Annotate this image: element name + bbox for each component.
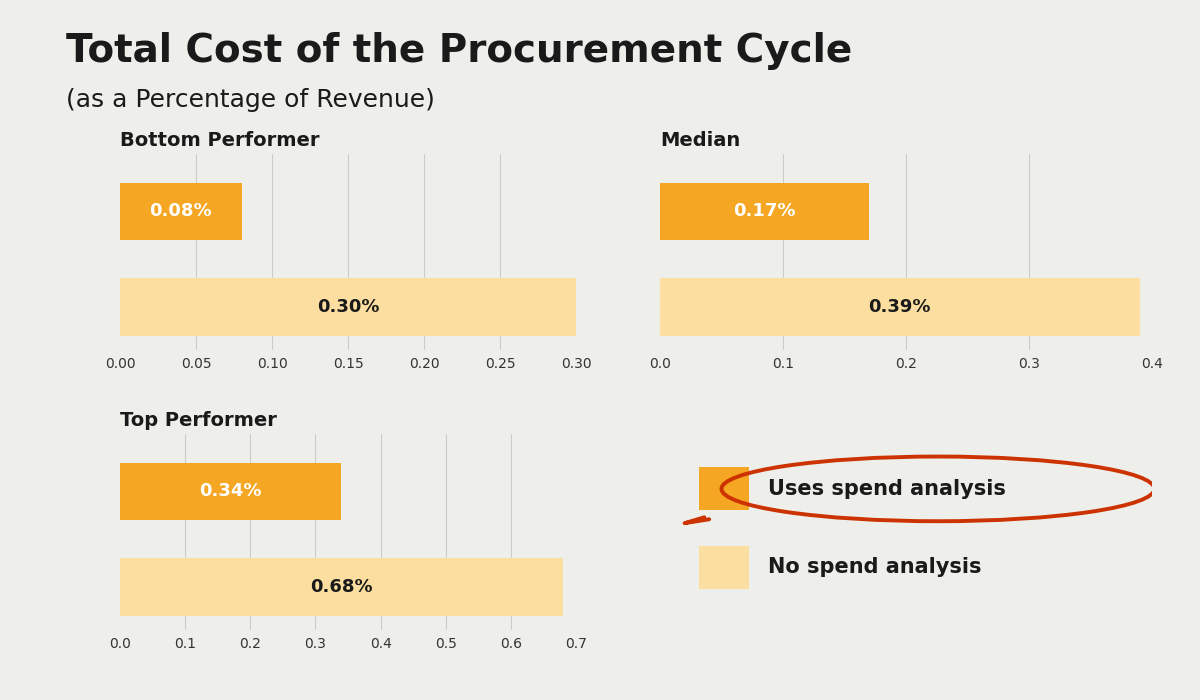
Text: No spend analysis: No spend analysis — [768, 557, 982, 578]
Bar — [120, 559, 563, 616]
Text: Bottom Performer: Bottom Performer — [120, 131, 319, 150]
FancyBboxPatch shape — [700, 468, 749, 510]
Text: 0.68%: 0.68% — [310, 578, 373, 596]
Bar — [120, 463, 342, 520]
Text: Total Cost of the Procurement Cycle: Total Cost of the Procurement Cycle — [66, 32, 852, 69]
Text: Median: Median — [660, 131, 740, 150]
Text: 0.39%: 0.39% — [869, 298, 931, 316]
Text: Uses spend analysis: Uses spend analysis — [768, 479, 1006, 499]
Bar — [660, 183, 869, 240]
Text: (as a Percentage of Revenue): (as a Percentage of Revenue) — [66, 88, 434, 111]
Text: Top Performer: Top Performer — [120, 411, 277, 430]
Bar — [120, 279, 576, 336]
Bar — [120, 183, 241, 240]
Text: 0.17%: 0.17% — [733, 202, 796, 220]
Bar — [660, 279, 1140, 336]
Text: 0.34%: 0.34% — [199, 482, 262, 500]
Text: 0.08%: 0.08% — [150, 202, 212, 220]
Text: 0.30%: 0.30% — [317, 298, 379, 316]
FancyBboxPatch shape — [700, 546, 749, 589]
